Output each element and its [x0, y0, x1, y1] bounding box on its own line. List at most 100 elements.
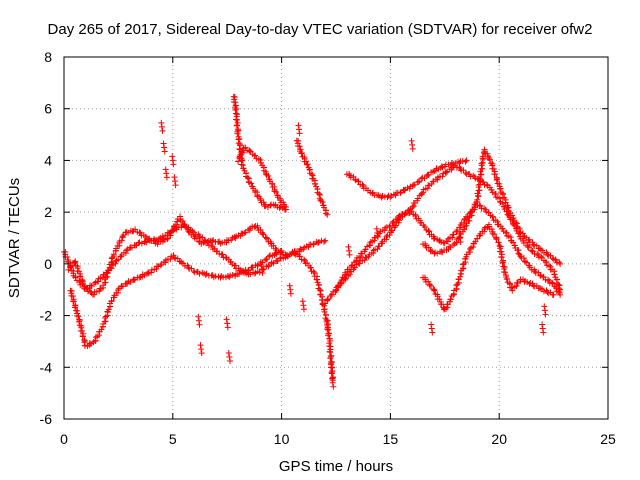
track-c-point: [161, 236, 168, 243]
track-d-point: [235, 127, 242, 134]
outlier-point: [161, 144, 168, 151]
outlier-point: [409, 141, 416, 148]
outlier-point: [323, 318, 330, 325]
outlier-point: [159, 127, 166, 134]
track-h-point: [546, 262, 553, 269]
track-i-point: [381, 227, 388, 234]
track-d-point: [236, 135, 243, 142]
track-l-point: [428, 283, 435, 290]
track-g-point: [301, 256, 308, 263]
track-c-point: [118, 237, 125, 244]
y-tick-label: 2: [44, 204, 52, 220]
track-b-point: [98, 326, 105, 333]
track-j-point: [397, 189, 404, 196]
track-b-point: [202, 271, 209, 278]
track-g-point: [327, 355, 334, 362]
track-l-point: [550, 291, 557, 298]
track-i-point: [440, 239, 447, 246]
outlier-point: [300, 302, 307, 309]
x-tick-label: 20: [491, 431, 507, 447]
track-g-point: [310, 268, 317, 275]
data-points: [61, 93, 564, 390]
track-h-point: [555, 281, 562, 288]
track-k-point: [479, 153, 486, 160]
track-l-point: [457, 273, 464, 280]
outlier-point: [374, 229, 381, 236]
track-j-point: [425, 171, 432, 178]
track-c-point: [71, 259, 78, 266]
outlier-point: [286, 282, 293, 289]
track-k-point: [438, 248, 445, 255]
track-g-point: [318, 296, 325, 303]
outlier-point: [329, 368, 336, 375]
track-i-point: [490, 214, 497, 221]
track-l-point: [503, 276, 510, 283]
outlier-point: [428, 321, 435, 328]
track-j-point: [359, 181, 366, 188]
x-tick-label: 10: [274, 431, 290, 447]
track-j-point: [459, 157, 466, 164]
outlier-point: [224, 324, 231, 331]
track-k-point: [474, 196, 481, 203]
track-b-point: [227, 272, 234, 279]
track-i-point: [335, 282, 342, 289]
track-l-point: [454, 281, 461, 288]
track-k-point: [557, 260, 564, 267]
track-c-point: [142, 233, 149, 240]
track-i-point: [520, 255, 527, 262]
track-i-point: [334, 283, 341, 290]
outlier-point: [197, 342, 204, 349]
track-k-point: [552, 257, 559, 264]
track-h-point: [488, 186, 495, 193]
track-g-point: [325, 332, 332, 339]
track-b-point: [148, 269, 155, 276]
outlier-point: [330, 383, 337, 390]
track-j-point: [418, 175, 425, 182]
track-h-point: [538, 253, 545, 260]
track-h-point: [383, 233, 390, 240]
outlier-point: [162, 166, 169, 173]
x-axis-label: GPS time / hours: [279, 458, 393, 475]
track-c-point: [105, 267, 112, 274]
track-j-point: [401, 187, 408, 194]
track-d-point: [240, 165, 247, 172]
track-a-point: [123, 247, 130, 254]
track-h-point: [443, 169, 450, 176]
outlier-point: [259, 266, 266, 273]
outlier-point: [287, 290, 294, 297]
outlier-point: [540, 329, 547, 336]
track-i-point: [395, 213, 402, 220]
track-e-point: [252, 152, 259, 159]
track-j-point: [429, 168, 436, 175]
track-k-point: [475, 182, 482, 189]
track-k-point: [486, 156, 493, 163]
track-h-point: [409, 204, 416, 211]
track-h-point: [483, 181, 490, 188]
track-e-point: [282, 203, 289, 210]
outlier-point: [160, 140, 167, 147]
track-b-point: [130, 276, 137, 283]
track-l-point: [491, 231, 498, 238]
track-b-point: [178, 259, 185, 266]
track-i-point: [449, 234, 456, 241]
track-l-point: [485, 223, 492, 230]
outlier-point: [195, 313, 202, 320]
track-i-point: [333, 287, 339, 294]
track-b-point: [76, 318, 83, 325]
track-a-point: [87, 282, 94, 289]
outlier-point: [161, 148, 168, 155]
track-a-point: [219, 251, 226, 258]
track-e-point: [235, 158, 242, 165]
outlier-point: [171, 178, 178, 185]
outlier-point: [299, 298, 306, 305]
track-h-point: [356, 260, 363, 267]
track-i-point: [412, 212, 419, 219]
track-i-point: [522, 258, 529, 265]
track-c-point: [285, 253, 292, 260]
track-l-point: [500, 263, 507, 270]
track-i-point: [548, 279, 555, 286]
outlier-point: [295, 122, 302, 129]
track-a-point: [310, 241, 317, 248]
outlier-point: [258, 262, 265, 269]
